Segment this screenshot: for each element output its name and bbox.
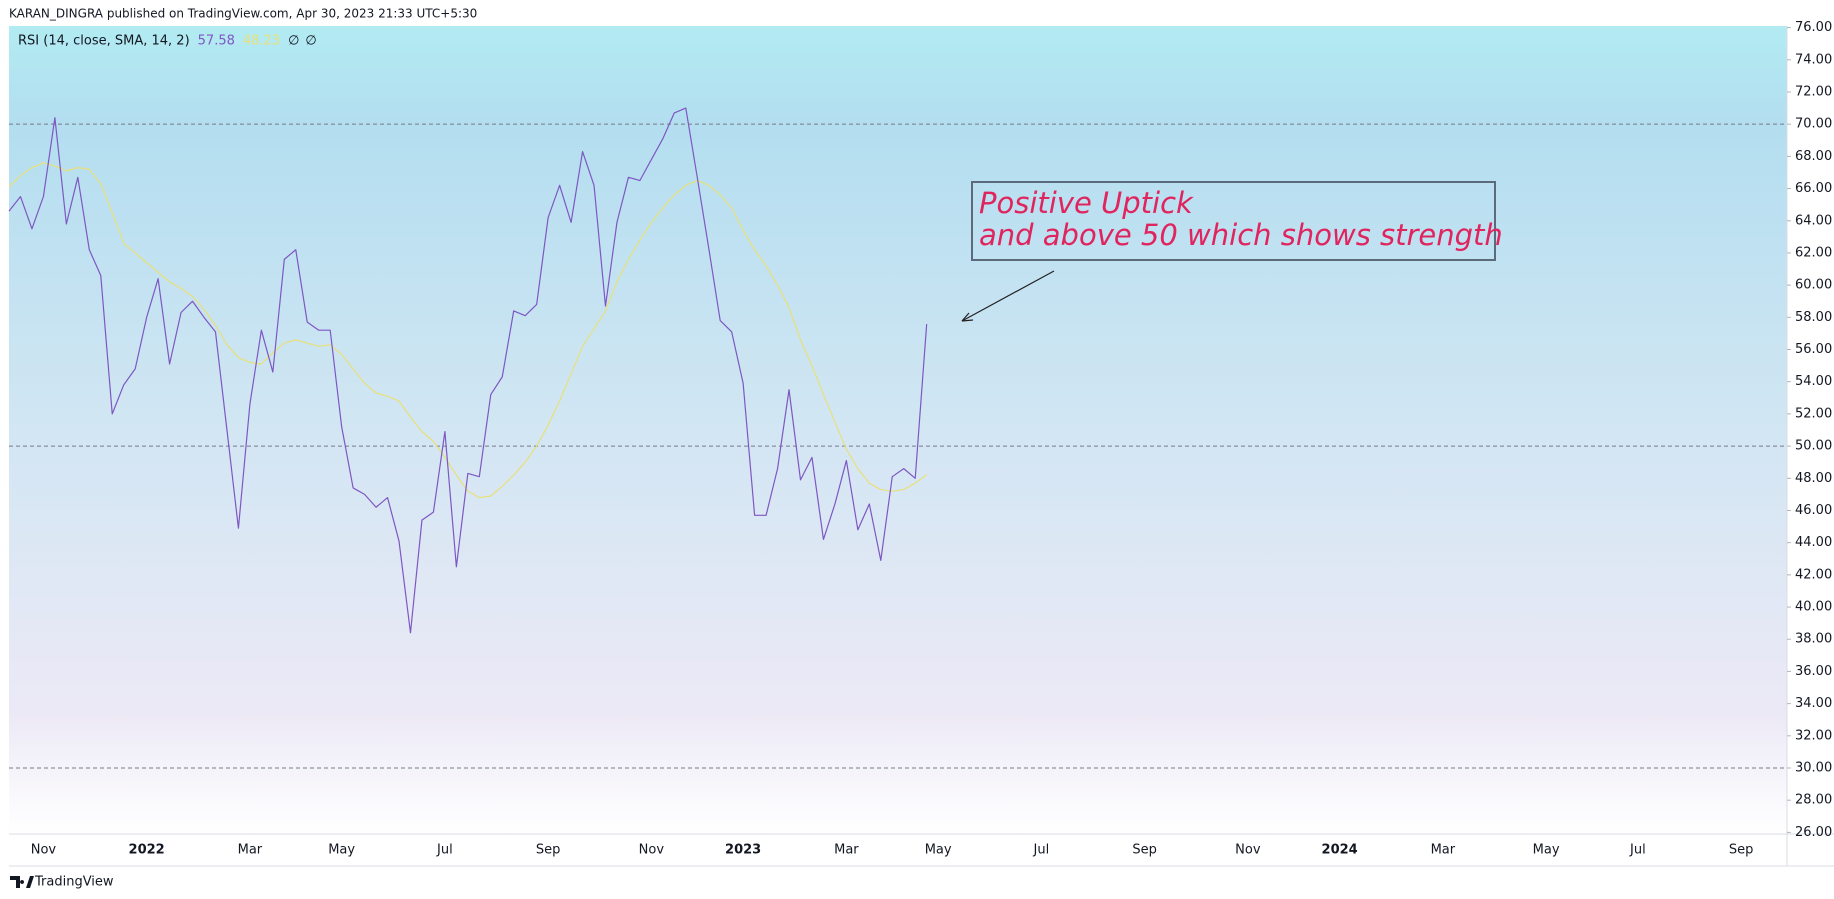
brand-logo	[10, 876, 34, 888]
y-tick-label: 76.00	[1795, 20, 1832, 35]
y-tick-label: 48.00	[1795, 471, 1832, 486]
x-tick-label: 2024	[1322, 843, 1358, 858]
x-tick-label: Sep	[1729, 843, 1754, 858]
y-tick-label: 30.00	[1795, 761, 1832, 776]
legend-extra: ∅	[305, 34, 316, 49]
y-tick-label: 46.00	[1795, 503, 1832, 518]
y-tick-label: 42.00	[1795, 567, 1832, 582]
legend: RSI (14, close, SMA, 14, 2) 57.58 48.23 ∅ ∅	[18, 34, 317, 49]
y-tick-label: 44.00	[1795, 535, 1832, 550]
y-tick-label: 34.00	[1795, 696, 1832, 711]
legend-title: RSI (14, close, SMA, 14, 2)	[18, 34, 190, 49]
y-tick-label: 66.00	[1795, 181, 1832, 196]
x-tick-label: Mar	[834, 843, 859, 858]
y-tick-label: 36.00	[1795, 664, 1832, 679]
annotation-arrow	[961, 270, 1055, 322]
y-tick-label: 58.00	[1795, 310, 1832, 325]
y-tick-label: 40.00	[1795, 600, 1832, 615]
series-line	[8, 107, 928, 634]
arrow-head	[961, 312, 974, 322]
y-tick-label: 72.00	[1795, 84, 1832, 99]
y-tick-label: 56.00	[1795, 342, 1832, 357]
y-tick-label: 70.00	[1795, 117, 1832, 132]
y-tick-label: 68.00	[1795, 149, 1832, 164]
publisher: KARAN_DINGRA published on TradingView.co…	[9, 7, 477, 21]
y-tick-label: 62.00	[1795, 245, 1832, 260]
y-tick-label: 28.00	[1795, 793, 1832, 808]
x-tick-label: Nov	[639, 843, 665, 858]
y-tick-label: 74.00	[1795, 52, 1832, 67]
x-tick-label: Sep	[536, 843, 561, 858]
x-tick-label: May	[1533, 843, 1560, 858]
x-tick-label: Nov	[1235, 843, 1261, 858]
x-tick-label: Mar	[238, 843, 263, 858]
y-tick-label: 50.00	[1795, 439, 1832, 454]
annotation-box	[971, 181, 1496, 261]
x-tick-label: 2023	[725, 843, 761, 858]
x-tick-label: Nov	[31, 843, 57, 858]
y-tick-label: 32.00	[1795, 728, 1832, 743]
brand-name: TradingView	[34, 875, 114, 890]
y-tick-label: 38.00	[1795, 632, 1832, 647]
annotation: Positive Uptick and above 50 which shows…	[961, 181, 1503, 322]
legend-extra: ∅	[288, 34, 299, 49]
y-tick-label: 64.00	[1795, 213, 1832, 228]
x-tick-label: May	[328, 843, 355, 858]
y-tick-label: 54.00	[1795, 374, 1832, 389]
annotation-line: and above 50 which shows strength	[979, 218, 1503, 252]
x-tick-label: Mar	[1431, 843, 1456, 858]
legend-value: 57.58	[198, 34, 235, 49]
y-tick-label: 60.00	[1795, 278, 1832, 293]
x-tick-label: Sep	[1132, 843, 1157, 858]
annotation-line: Positive Uptick	[979, 186, 1194, 220]
x-tick-label: 2022	[129, 843, 165, 858]
x-tick-label: Jul	[1629, 843, 1646, 858]
series-line	[8, 162, 928, 499]
x-tick-label: Jul	[1033, 843, 1050, 858]
x-tick-label: Jul	[436, 843, 453, 858]
x-tick-label: May	[925, 843, 952, 858]
y-tick-label: 52.00	[1795, 406, 1832, 421]
plot-background	[9, 26, 1787, 834]
legend-value: 48.23	[243, 34, 280, 49]
brand: TradingView	[10, 875, 114, 890]
y-tick-label: 26.00	[1795, 825, 1832, 840]
